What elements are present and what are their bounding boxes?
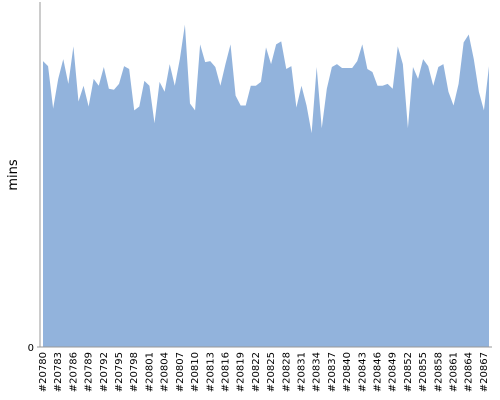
x-tick-label: #20795 <box>114 352 125 392</box>
y-axis-label: mins <box>6 159 21 191</box>
x-tick-label: #20822 <box>251 352 262 392</box>
x-tick-label: #20780 <box>38 352 49 392</box>
x-tick-label: #20804 <box>160 352 171 392</box>
x-tick-label: #20837 <box>327 352 338 392</box>
x-tick-label: #20792 <box>99 352 110 392</box>
x-tick-label: #20816 <box>220 352 231 392</box>
x-tick-label: #20786 <box>68 352 79 392</box>
x-tick-label: #20819 <box>236 352 247 392</box>
x-tick-label: #20864 <box>464 352 475 392</box>
x-tick-label: #20846 <box>373 352 384 392</box>
x-tick-label: #20861 <box>449 352 460 392</box>
y-tick-label: 0 <box>28 343 34 354</box>
x-tick-label: #20798 <box>129 352 140 392</box>
x-tick-label: #20831 <box>296 352 307 392</box>
x-tick-label: #20810 <box>190 352 201 392</box>
x-tick-label: #20858 <box>433 352 444 392</box>
x-tick-label: #20843 <box>357 352 368 392</box>
x-tick-label: #20867 <box>479 352 490 392</box>
x-tick-label: #20801 <box>144 352 155 392</box>
x-tick-label: #20807 <box>175 352 186 392</box>
x-tick-label: #20828 <box>281 352 292 392</box>
x-tick-label: #20783 <box>53 352 64 392</box>
area <box>43 24 489 348</box>
x-tick-label: #20834 <box>312 352 323 392</box>
x-tick-label: #20840 <box>342 352 353 392</box>
x-tick-label: #20849 <box>388 352 399 392</box>
x-tick-label: #20789 <box>84 352 95 392</box>
x-tick-label: #20855 <box>418 352 429 392</box>
x-tick-label: #20825 <box>266 352 277 392</box>
x-tick-label: #20852 <box>403 352 414 392</box>
x-tick-label: #20813 <box>205 352 216 392</box>
